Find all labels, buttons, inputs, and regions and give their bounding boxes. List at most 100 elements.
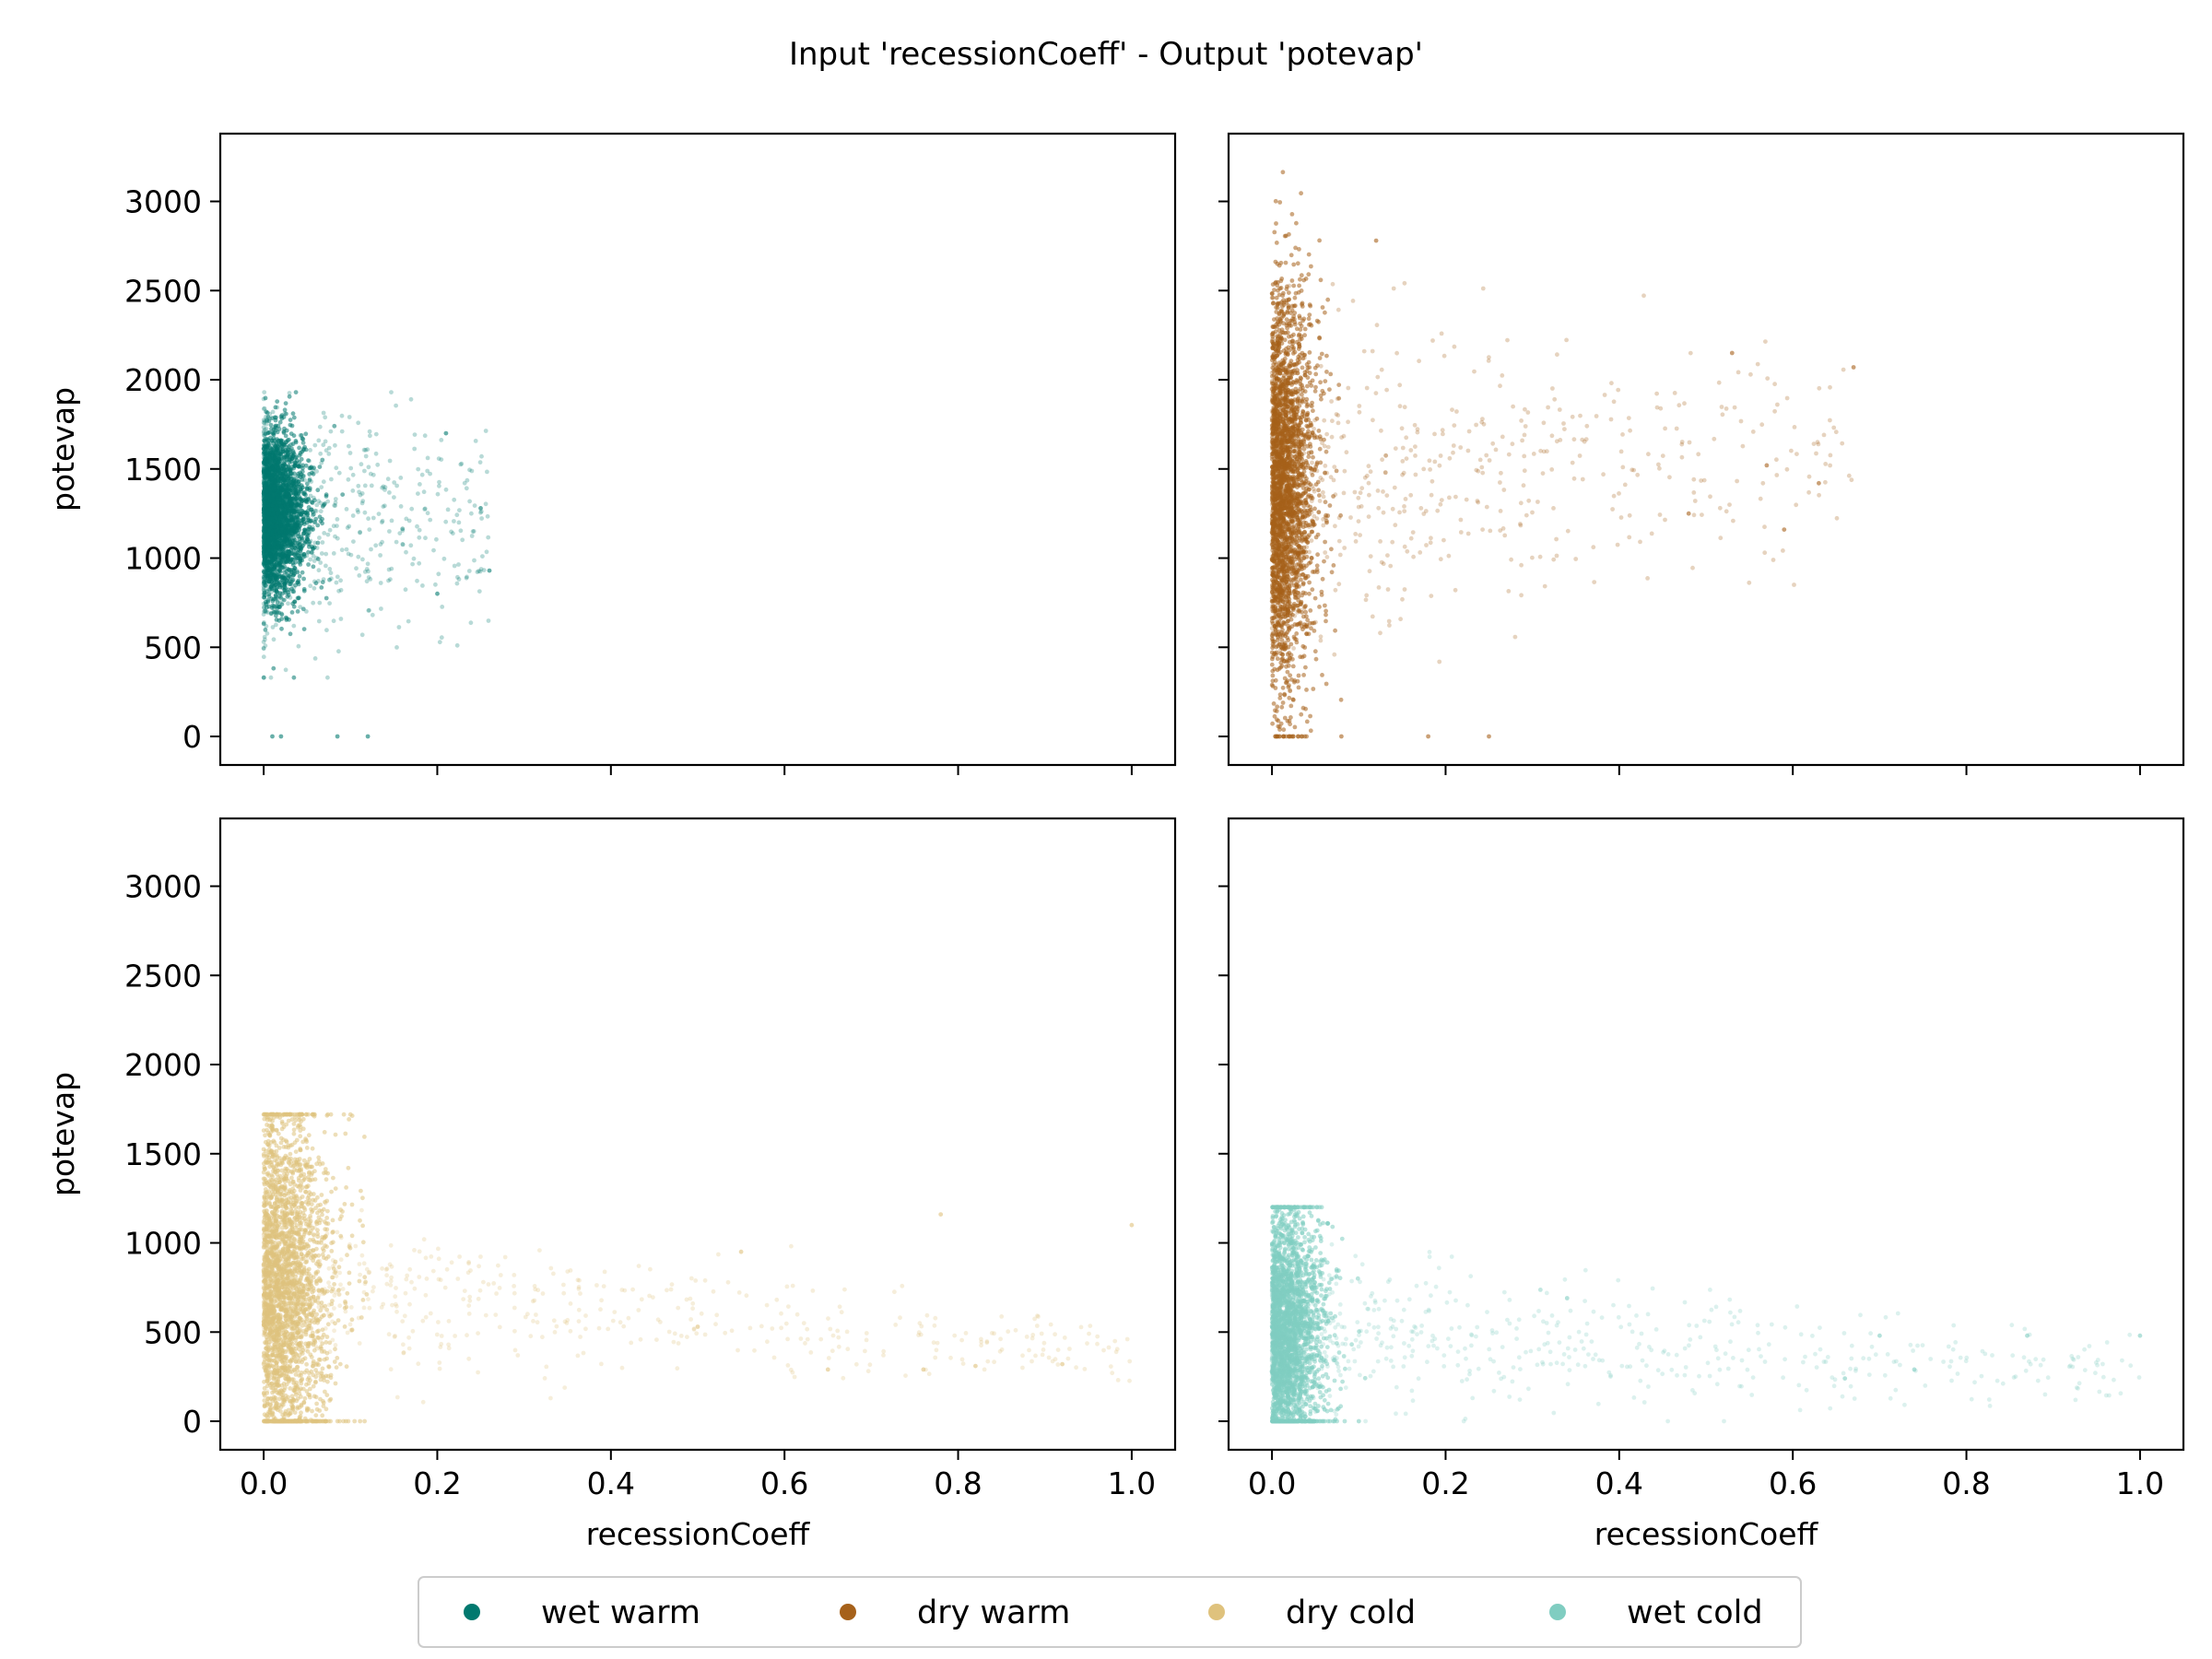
data-point [287,437,291,442]
data-point [316,618,322,624]
data-point [291,495,297,500]
data-point [317,535,322,540]
data-point [434,536,439,542]
data-point [274,589,279,594]
data-point [296,540,301,546]
data-point [468,620,474,626]
data-point [436,571,441,577]
data-point [269,438,275,443]
data-point [1277,696,1283,700]
data-point [1294,631,1300,636]
data-point [1320,576,1325,582]
data-point [362,483,368,488]
data-point [275,497,279,502]
data-point [269,585,274,591]
data-point [1308,444,1313,449]
data-point [263,450,268,455]
data-point [366,516,371,522]
data-point [1287,651,1292,655]
data-point [315,488,321,493]
data-point [452,519,456,524]
data-point [1316,429,1322,433]
y-tick-label: 500 [144,629,202,665]
data-point [1320,305,1325,310]
data-point [1319,589,1324,594]
data-point [351,539,356,544]
data-point [406,618,411,624]
data-point [265,418,270,423]
data-point [299,521,304,526]
data-point [274,415,278,420]
data-point [290,601,296,606]
data-point [301,576,306,582]
data-point [469,534,475,538]
data-point [475,570,480,574]
data-point [366,608,371,613]
data-point [411,556,417,561]
data-point [263,568,267,573]
data-point [466,569,472,573]
data-point [265,547,270,553]
data-point [262,505,266,511]
data-point [1300,365,1305,371]
data-point [454,642,460,648]
data-point [409,506,415,512]
data-point [415,578,419,583]
data-point [379,606,383,611]
data-point [464,575,469,581]
data-point [285,453,290,458]
data-point [363,447,369,453]
data-point [299,501,304,506]
data-point [305,511,310,515]
data-point [265,415,271,419]
data-point [1274,241,1279,245]
data-point [297,573,302,579]
data-point [365,734,371,739]
data-point [261,675,266,680]
data-point [266,480,271,486]
data-point [312,585,317,591]
data-point [299,508,304,513]
data-point [350,513,356,518]
data-point [425,455,430,461]
data-point [266,592,272,596]
data-point [320,540,325,545]
data-point [285,518,290,524]
data-point [367,429,372,434]
data-point [310,549,315,555]
data-point [437,483,441,488]
data-point [285,477,289,482]
data-point [1270,721,1275,726]
data-point [398,504,404,509]
data-point [324,563,328,569]
data-point [308,493,313,499]
data-point [291,415,297,420]
data-point [1323,539,1327,545]
data-point [347,415,352,419]
data-point [456,520,462,525]
data-point [328,429,334,434]
data-point [265,540,270,545]
data-point [279,413,285,418]
data-point [306,549,311,555]
data-point [283,667,288,673]
data-point [334,580,339,585]
data-point [288,459,294,465]
data-point [477,589,482,594]
data-point [1310,587,1315,593]
data-point [1309,264,1313,269]
data-point [263,601,268,606]
data-point [263,395,268,401]
data-point [312,498,317,503]
data-point [431,547,436,553]
data-point [346,477,351,482]
data-point [1324,608,1328,614]
data-point [262,591,266,596]
data-point [265,449,271,454]
data-point [284,411,288,417]
data-point [1305,383,1310,389]
data-point [357,573,362,578]
data-point [456,577,462,582]
data-point [317,424,323,429]
